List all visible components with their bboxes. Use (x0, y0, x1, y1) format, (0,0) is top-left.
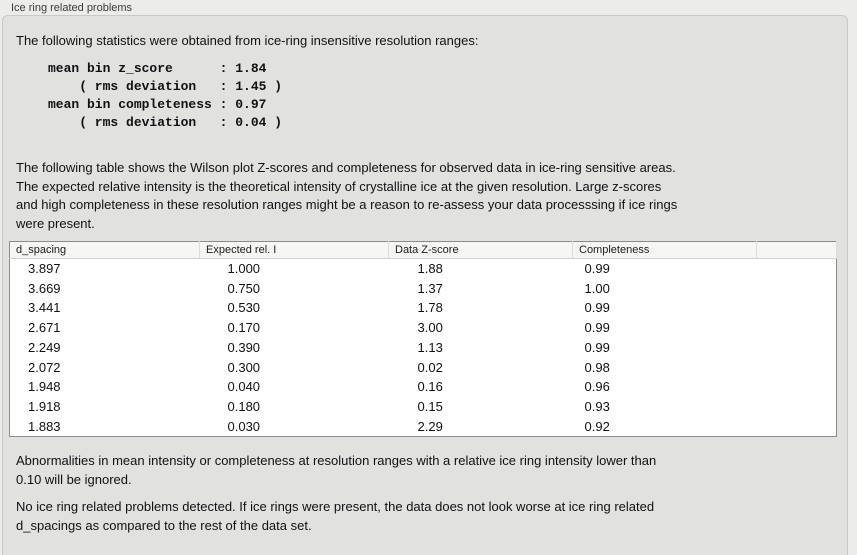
table-cell: 0.99 (584, 261, 610, 276)
table-cell: 2.072 (28, 359, 61, 375)
table-cell (757, 298, 837, 318)
table-row[interactable]: 1.948 0.040 0.16 0.96 (10, 377, 837, 397)
table-cell (757, 279, 837, 299)
table-cell (757, 417, 837, 437)
table-cell (757, 358, 837, 378)
table-cell: 1.000 (227, 261, 261, 276)
table-cell: 0.99 (584, 339, 610, 355)
table-cell (757, 397, 837, 417)
column-header-data-z-score[interactable]: Data Z-score (388, 241, 573, 259)
table-cell: 0.300 (227, 359, 261, 375)
statistics-block: mean bin z_score : 1.84 ( rms deviation … (48, 61, 283, 130)
table-cell (757, 318, 837, 338)
ignore-threshold-note: Abnormalities in mean intensity or compl… (16, 453, 657, 487)
table-cell: 3.897 (28, 261, 61, 276)
table-row[interactable]: 1.883 0.030 2.29 0.92 (10, 417, 837, 437)
table-row[interactable]: 3.669 0.750 1.37 1.00 (10, 279, 837, 299)
table-cell: 2.671 (28, 320, 61, 336)
table-cell: 1.13 (417, 339, 443, 355)
table-cell: 0.180 (227, 398, 261, 414)
table-cell: 1.78 (417, 300, 443, 316)
table-cell: 1.88 (417, 261, 443, 276)
table-cell: 0.02 (417, 359, 443, 375)
table-cell: 3.441 (28, 300, 61, 316)
table-intro-paragraph: The following table shows the Wilson plo… (16, 160, 678, 231)
table-cell: 0.92 (584, 418, 610, 434)
table-cell: 0.750 (227, 280, 261, 296)
table-row[interactable]: 1.918 0.180 0.15 0.93 (10, 397, 837, 417)
table-row[interactable]: 2.671 0.170 3.00 0.99 (10, 318, 837, 338)
table-cell: 0.98 (584, 359, 610, 375)
table-row[interactable]: 2.249 0.390 1.13 0.99 (10, 338, 837, 358)
table-cell: 0.170 (227, 320, 261, 336)
conclusion-paragraph: No ice ring related problems detected. I… (16, 499, 655, 533)
table-cell (757, 338, 837, 358)
table-cell: 0.030 (227, 418, 261, 434)
table-cell: 0.390 (227, 339, 261, 355)
column-header-d-spacing[interactable]: d_spacing (9, 241, 200, 259)
table-row[interactable]: 3.441 0.530 1.78 0.99 (10, 298, 837, 318)
column-header-empty (756, 241, 837, 259)
table-cell: 0.96 (584, 379, 610, 395)
table-header-row: d_spacing Expected rel. I Data Z-score C… (9, 241, 837, 259)
table-cell: 0.99 (584, 320, 610, 336)
table-cell (757, 377, 837, 397)
table-cell: 0.99 (584, 300, 610, 316)
table-row[interactable]: 2.072 0.300 0.02 0.98 (10, 358, 837, 378)
table-cell: 0.530 (227, 300, 261, 316)
table-row[interactable]: 3.897 1.000 1.88 0.99 (10, 259, 837, 279)
table-cell: 0.15 (417, 398, 443, 414)
table-cell: 0.16 (417, 379, 443, 395)
intro-paragraph: The following statistics were obtained f… (16, 33, 479, 48)
table-cell: 3.669 (28, 280, 61, 296)
table-cell: 1.948 (28, 379, 61, 395)
section-title: Ice ring related problems (11, 2, 133, 14)
table-cell: 2.249 (28, 339, 61, 355)
table-cell: 2.29 (417, 418, 443, 434)
ice-ring-panel: The following statistics were obtained f… (2, 15, 848, 555)
table-cell: 1.37 (417, 280, 443, 296)
column-header-completeness[interactable]: Completeness (572, 241, 757, 259)
table-cell: 0.93 (584, 398, 610, 414)
table-cell (757, 259, 837, 279)
table-cell: 1.00 (584, 280, 610, 296)
table-cell: 1.918 (28, 398, 61, 414)
table-cell: 3.00 (417, 320, 443, 336)
table-cell: 1.883 (28, 418, 61, 434)
table-cell: 0.040 (227, 379, 261, 395)
column-header-expected-rel-i[interactable]: Expected rel. I (199, 241, 389, 259)
ice-ring-table: d_spacing Expected rel. I Data Z-score C… (9, 241, 837, 438)
